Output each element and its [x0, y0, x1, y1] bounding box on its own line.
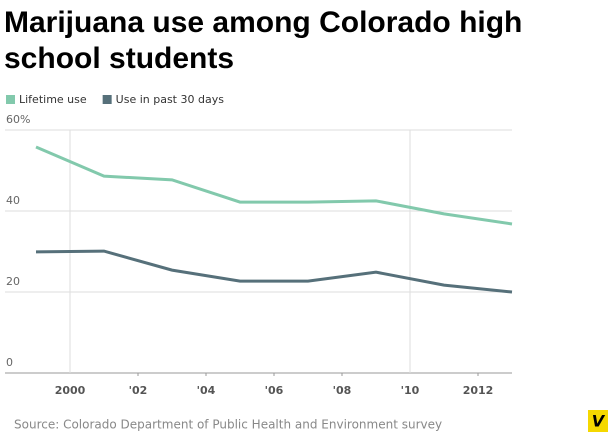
x-tick-label: '04 [197, 384, 216, 397]
y-tick-label: 20 [6, 275, 20, 288]
chart-title: Marijuana use among Colorado high school … [4, 6, 522, 75]
y-tick-label: 60% [6, 113, 30, 126]
logo: V [592, 412, 606, 431]
y-tick-label: 0 [6, 356, 13, 369]
x-tick-label: '02 [129, 384, 148, 397]
legend-swatch [6, 95, 15, 104]
logo-badge [588, 410, 608, 432]
series-line [35, 249, 513, 294]
x-tick-label: '10 [401, 384, 420, 397]
x-tick-label: 2012 [463, 384, 494, 397]
y-tick-label: 40 [6, 194, 20, 207]
x-tick-label: 2000 [55, 384, 86, 397]
source: Source: Colorado Department of Public He… [14, 418, 442, 432]
legend-swatch [102, 95, 112, 104]
legend-label: Use in past 30 days [116, 93, 225, 106]
legend-label: Lifetime use [19, 93, 87, 106]
x-tick-label: '06 [265, 384, 284, 397]
x-tick-label: '08 [333, 384, 352, 397]
series-line [35, 145, 513, 226]
